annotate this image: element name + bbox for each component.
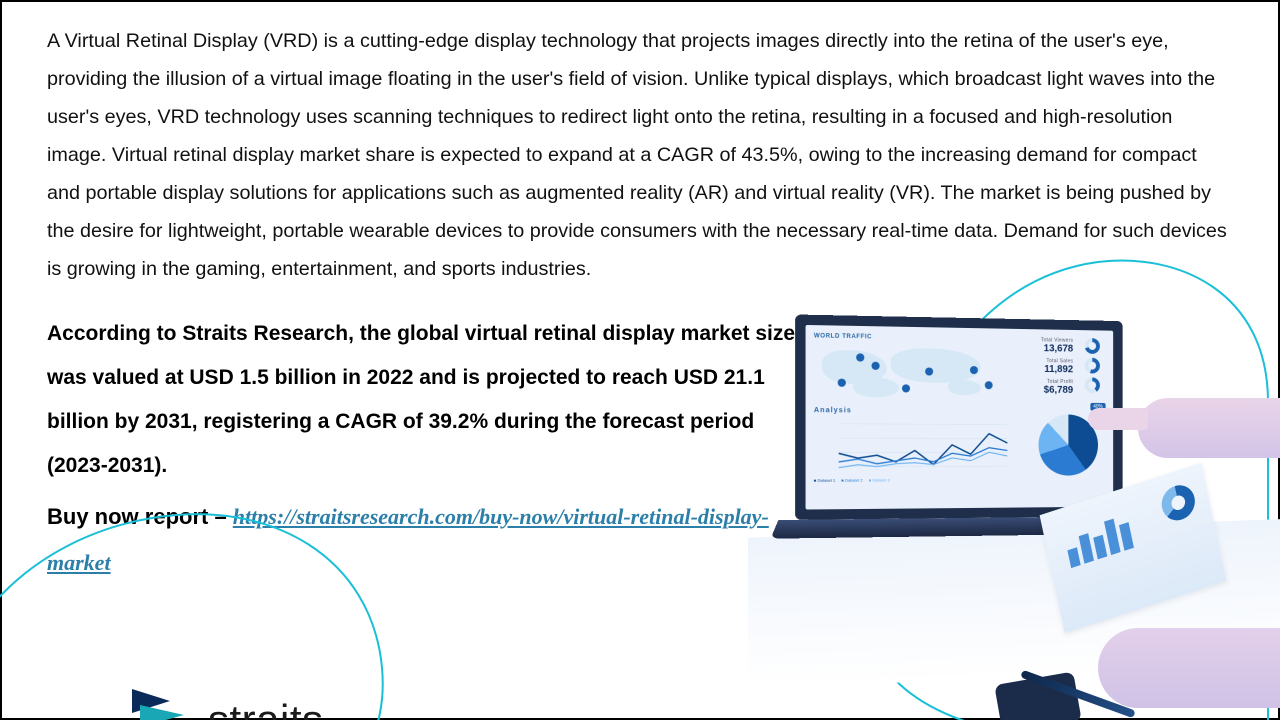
laptop-display: WORLD TRAFFIC <box>806 325 1114 510</box>
legend-item: Dataset 3 <box>869 477 890 482</box>
forearm <box>1138 398 1280 458</box>
straits-logo: straits <box>132 683 324 720</box>
analysis-line-chart: Analysis Dataset <box>814 407 1031 483</box>
pointing-hand <box>1088 378 1280 478</box>
stat-value: $6,789 <box>1009 384 1073 396</box>
document-page: A Virtual Retinal Display (VRD) is a cut… <box>0 0 1280 720</box>
legend-item: Dataset 2 <box>841 477 862 482</box>
laptop-screen-bezel: WORLD TRAFFIC <box>795 314 1123 519</box>
laptop-illustration: WORLD TRAFFIC <box>788 278 1248 678</box>
chart-legend: Dataset 1 Dataset 2 Dataset 3 <box>814 477 1031 483</box>
forearm <box>1098 628 1280 708</box>
legend-item: Dataset 1 <box>814 478 835 483</box>
map-dot <box>985 381 993 389</box>
map-land <box>948 379 982 395</box>
world-traffic-panel: WORLD TRAFFIC <box>814 333 1004 402</box>
world-map <box>814 344 1004 403</box>
map-dot <box>837 378 845 386</box>
world-traffic-title: WORLD TRAFFIC <box>814 333 1004 342</box>
stat-value: 13,678 <box>1009 343 1073 356</box>
map-land <box>891 348 981 383</box>
paper-donut-icon <box>1159 481 1198 525</box>
writing-hand <box>1028 538 1280 718</box>
map-dot <box>902 385 910 393</box>
map-land <box>853 377 899 397</box>
stats-panel: Total Viewers 13,678 Total Sales 11,892 … <box>1009 337 1073 403</box>
market-highlight: According to Straits Research, the globa… <box>47 312 807 488</box>
line-chart-svg <box>814 414 1031 471</box>
stat-value: 11,892 <box>1009 364 1073 377</box>
pointing-finger <box>1088 408 1148 430</box>
mini-donut-icon <box>1085 338 1100 354</box>
logo-text: straits <box>208 693 324 720</box>
mini-donut-icon <box>1085 358 1100 374</box>
logo-mark-icon <box>132 683 194 720</box>
